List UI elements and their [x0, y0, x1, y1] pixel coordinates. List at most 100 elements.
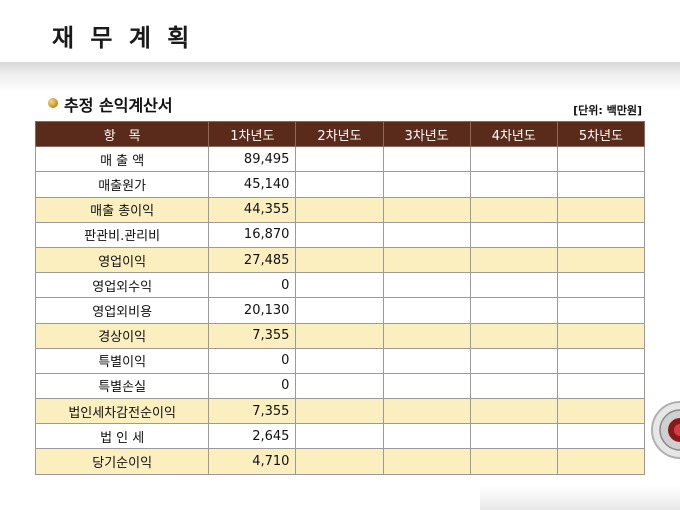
row-year-2-value [295, 171, 384, 198]
row-year-5-value [556, 246, 646, 274]
row-year-5-value [556, 196, 646, 223]
header-year-3: 3차년도 [382, 120, 471, 148]
row-year-2-value [295, 448, 384, 475]
row-year-1-value: 0 [208, 372, 297, 400]
row-item-label: 매 출 액 [34, 146, 210, 173]
row-year-1-value: 27,485 [208, 246, 297, 274]
row-year-5-value [556, 297, 646, 324]
row-year-2-value [295, 347, 384, 374]
row-year-4-value [469, 347, 558, 374]
row-item-label: 특별손실 [34, 372, 210, 400]
header-band [0, 0, 680, 70]
row-year-5-value [556, 146, 646, 173]
row-year-1-value: 2,645 [208, 423, 297, 450]
row-year-1-value: 16,870 [208, 221, 297, 248]
row-year-2-value [295, 196, 384, 223]
row-year-1-value: 7,355 [208, 322, 297, 349]
row-year-5-value [556, 322, 646, 349]
row-year-2-value [295, 297, 384, 324]
row-year-3-value [382, 448, 471, 475]
row-year-1-value: 0 [208, 347, 297, 374]
row-item-label: 법 인 세 [34, 423, 210, 450]
table-row: 영업외비용 20,130 [34, 297, 646, 324]
row-year-4-value [469, 272, 558, 299]
row-year-4-value [469, 297, 558, 324]
row-year-3-value [382, 171, 471, 198]
bottom-decoration [480, 486, 680, 510]
row-item-label: 특별이익 [34, 347, 210, 374]
row-year-3-value [382, 423, 471, 450]
row-year-5-value [556, 423, 646, 450]
row-year-4-value [469, 221, 558, 248]
table-row: 판관비.관리비 16,870 [34, 221, 646, 248]
header-divider [0, 62, 680, 92]
row-year-3-value [382, 297, 471, 324]
row-year-2-value [295, 423, 384, 450]
unit-label: [단위: 백만원] [573, 104, 642, 117]
row-year-3-value [382, 398, 471, 425]
row-item-label: 매출 총이익 [34, 196, 210, 223]
row-year-4-value [469, 398, 558, 425]
row-item-label: 영업이익 [34, 246, 210, 274]
table-header-row: 항 목 1차년도 2차년도 3차년도 4차년도 5차년도 [34, 120, 646, 148]
row-item-label: 판관비.관리비 [34, 221, 210, 248]
row-year-5-value [556, 347, 646, 374]
table-row: 경상이익 7,355 [34, 322, 646, 349]
table-row: 특별이익 0 [34, 347, 646, 374]
row-year-3-value [382, 272, 471, 299]
row-year-2-value [295, 398, 384, 425]
table-row: 영업이익 27,485 [34, 246, 646, 274]
table-row: 매출 총이익 44,355 [34, 196, 646, 223]
row-item-label: 경상이익 [34, 322, 210, 349]
row-year-1-value: 20,130 [208, 297, 297, 324]
row-year-1-value: 7,355 [208, 398, 297, 425]
row-year-2-value [295, 372, 384, 400]
row-item-label: 법인세차감전순이익 [34, 398, 210, 425]
row-year-4-value [469, 322, 558, 349]
row-year-3-value [382, 347, 471, 374]
table-row: 법 인 세 2,645 [34, 423, 646, 450]
row-item-label: 당기순이익 [34, 448, 210, 475]
row-year-5-value [556, 398, 646, 425]
row-item-label: 영업외비용 [34, 297, 210, 324]
row-year-5-value [556, 272, 646, 299]
section-title: 추정 손익계산서 [64, 96, 173, 115]
row-year-4-value [469, 448, 558, 475]
row-year-4-value [469, 423, 558, 450]
row-year-4-value [469, 196, 558, 223]
header-year-1: 1차년도 [208, 120, 297, 148]
row-year-4-value [469, 246, 558, 274]
row-year-5-value [556, 448, 646, 475]
bullet-orb-icon [48, 98, 58, 108]
row-year-3-value [382, 246, 471, 274]
income-statement-table: 항 목 1차년도 2차년도 3차년도 4차년도 5차년도 매 출 액 89,495… [34, 120, 646, 475]
row-year-3-value [382, 322, 471, 349]
row-year-1-value: 44,355 [208, 196, 297, 223]
row-year-2-value [295, 246, 384, 274]
header-year-4: 4차년도 [469, 120, 558, 148]
table-row: 매출원가 45,140 [34, 171, 646, 198]
table-row: 법인세차감전순이익 7,355 [34, 398, 646, 425]
header-item: 항 목 [34, 120, 210, 148]
table-row: 당기순이익 4,710 [34, 448, 646, 475]
row-year-2-value [295, 221, 384, 248]
table-row: 매 출 액 89,495 [34, 146, 646, 173]
row-year-3-value [382, 372, 471, 400]
row-year-1-value: 45,140 [208, 171, 297, 198]
row-item-label: 영업외수익 [34, 272, 210, 299]
row-year-5-value [556, 372, 646, 400]
row-year-5-value [556, 171, 646, 198]
header-year-5: 5차년도 [556, 120, 646, 148]
row-year-3-value [382, 196, 471, 223]
header-year-2: 2차년도 [295, 120, 384, 148]
row-year-2-value [295, 146, 384, 173]
row-year-2-value [295, 272, 384, 299]
row-year-1-value: 4,710 [208, 448, 297, 475]
row-year-1-value: 0 [208, 272, 297, 299]
row-year-4-value [469, 146, 558, 173]
page-title: 재 무 계 획 [52, 24, 194, 52]
row-item-label: 매출원가 [34, 171, 210, 198]
row-year-4-value [469, 372, 558, 400]
row-year-5-value [556, 221, 646, 248]
corner-emblem-icon [651, 401, 680, 459]
